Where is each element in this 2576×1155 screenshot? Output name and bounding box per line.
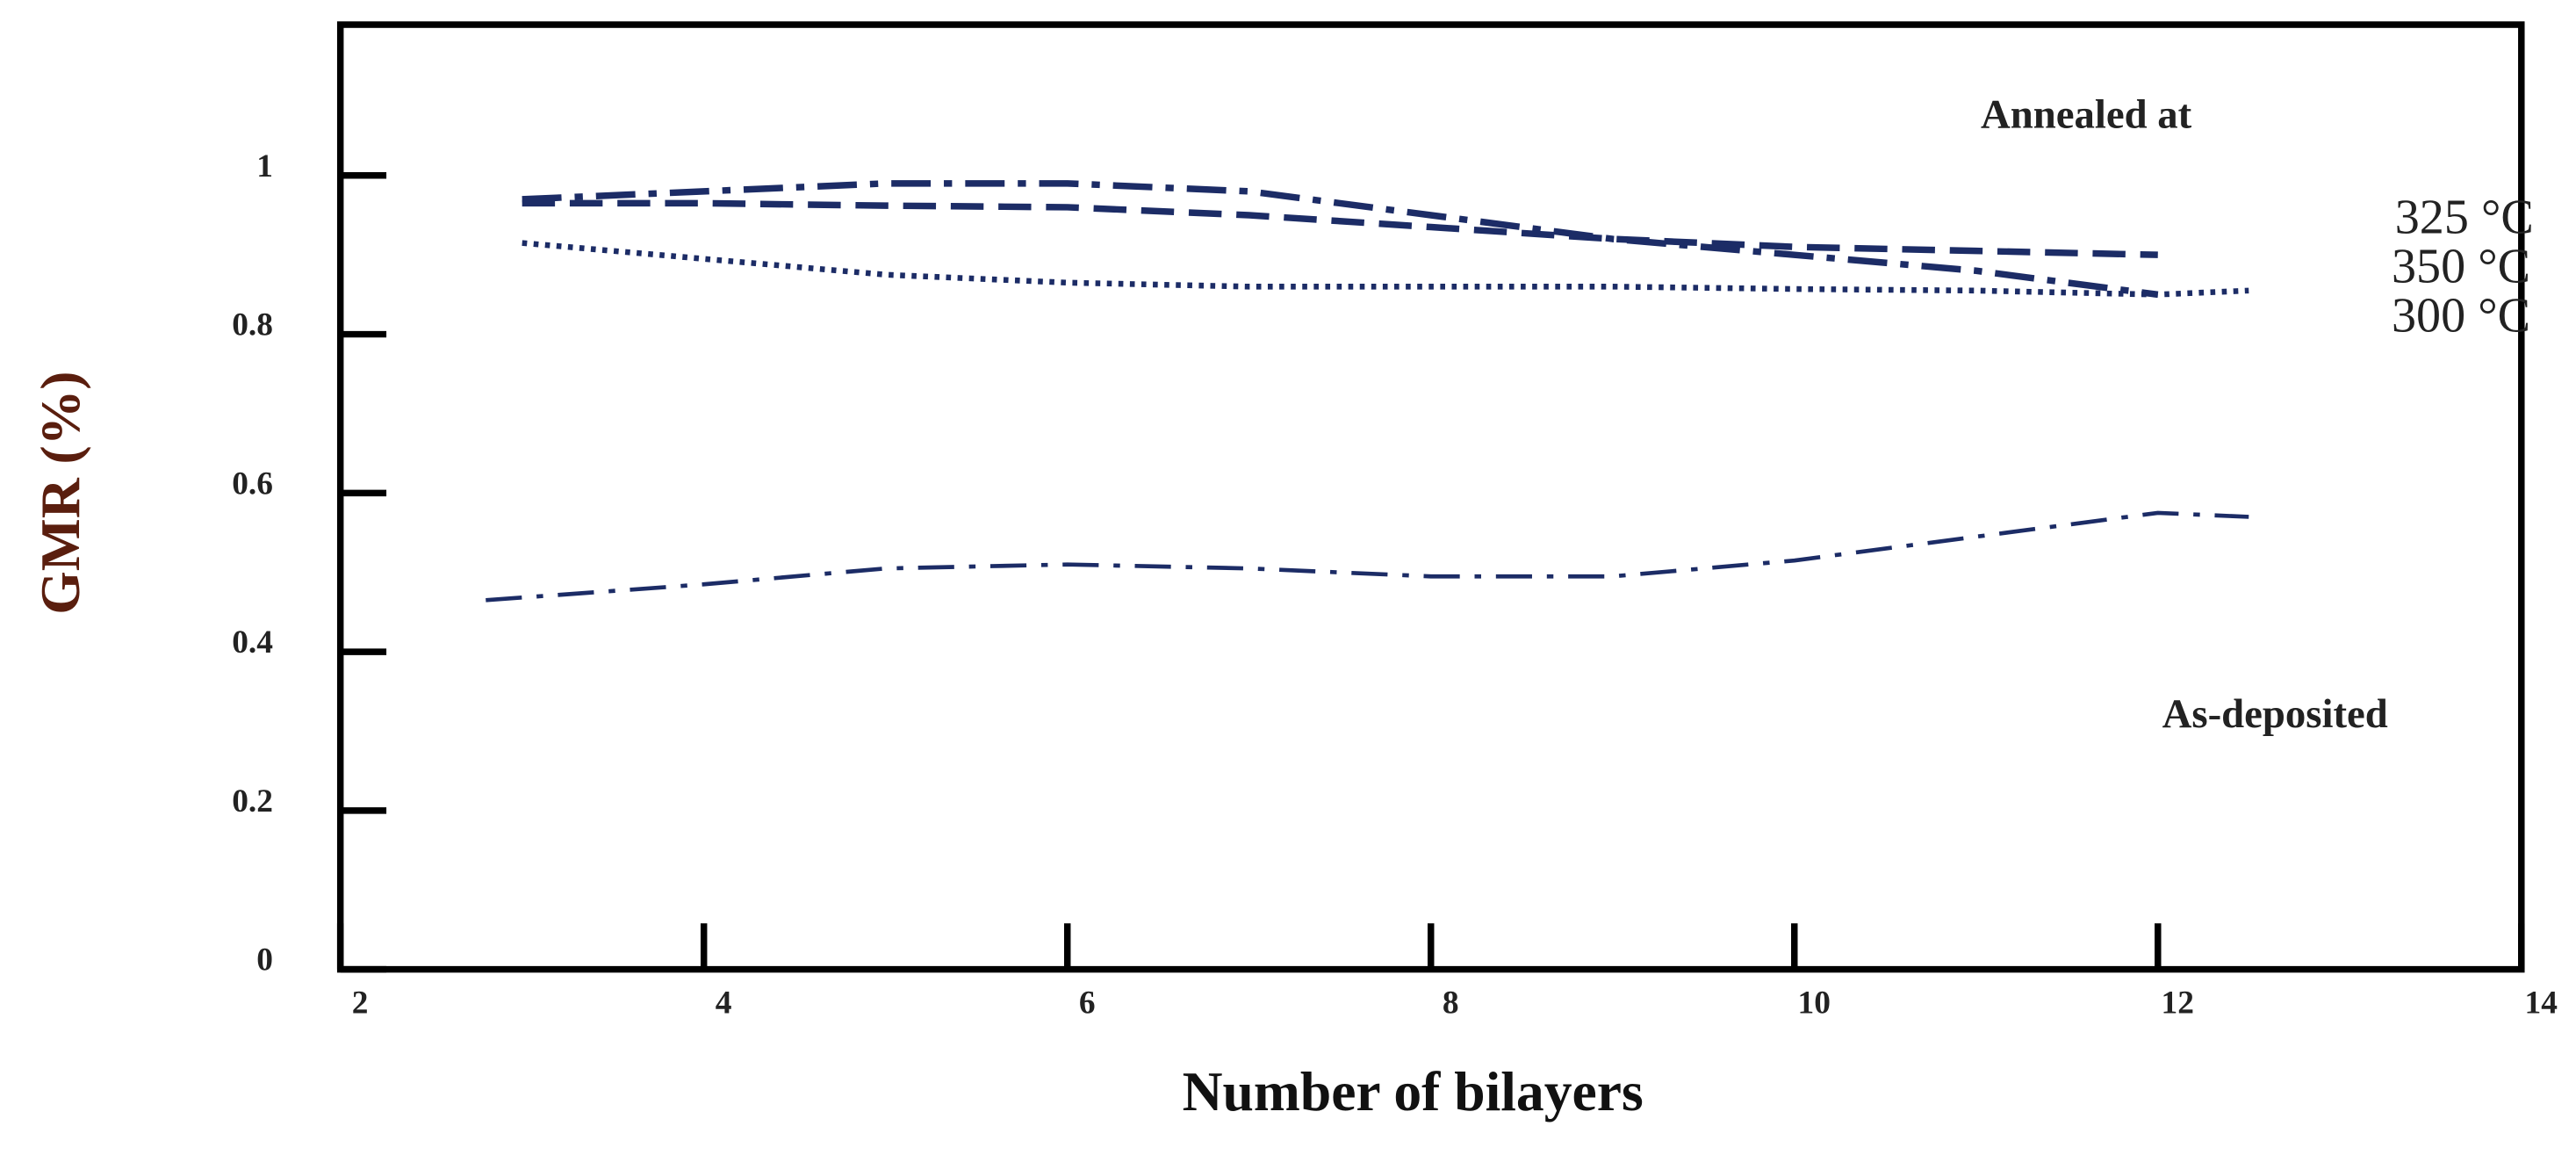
series-line (486, 510, 2249, 603)
plot-frame (336, 21, 2525, 973)
series-label: 325 °C (2395, 190, 2534, 244)
y-tick-label: 0.8 (232, 307, 273, 343)
y-tick-label: 0.6 (232, 466, 273, 502)
x-tick-label: 10 (1797, 985, 1830, 1021)
series-label: 300 °C (2392, 289, 2530, 343)
x-tick-label: 12 (2162, 985, 2194, 1021)
y-axis-title: GMR (%) (29, 372, 91, 615)
x-tick-label: 8 (1443, 985, 1459, 1021)
x-tick-label: 6 (1079, 985, 1096, 1021)
x-tick-label: 14 (2525, 985, 2558, 1021)
series-line (522, 180, 2159, 299)
y-tick-label: 1 (256, 148, 273, 184)
y-tick-label: 0 (256, 942, 273, 978)
x-axis-title: Number of bilayers (1183, 1060, 1644, 1123)
series-label: 350 °C (2392, 240, 2530, 294)
x-tick-label: 2 (352, 985, 369, 1021)
series-line (522, 240, 2249, 298)
series-line (522, 199, 2158, 258)
y-tick-label: 0.2 (232, 783, 273, 819)
x-tick-label: 4 (716, 985, 732, 1021)
annotation: Annealed at (1981, 91, 2192, 137)
y-tick-label: 0.4 (232, 624, 273, 661)
series-label: As-deposited (2162, 691, 2388, 737)
